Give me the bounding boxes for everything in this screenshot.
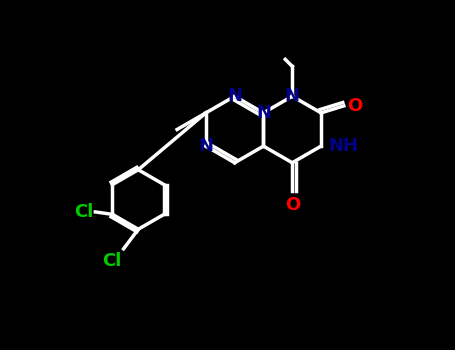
Text: O: O — [285, 196, 300, 214]
Text: N: N — [285, 87, 300, 105]
Text: NH: NH — [328, 137, 358, 155]
Text: Cl: Cl — [74, 203, 94, 221]
Text: O: O — [347, 97, 363, 115]
Text: N: N — [198, 137, 213, 155]
Text: N: N — [256, 104, 271, 122]
Text: N: N — [227, 87, 242, 105]
Text: Cl: Cl — [102, 252, 122, 270]
